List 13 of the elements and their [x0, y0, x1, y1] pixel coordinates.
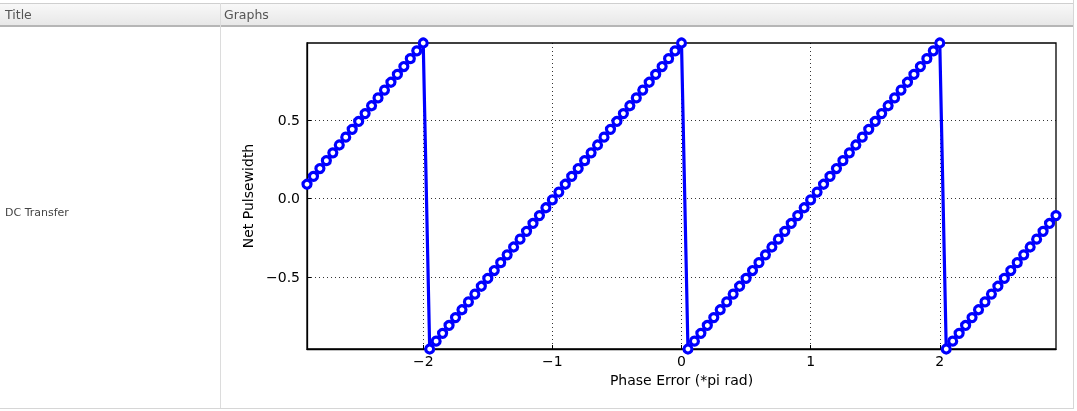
x-tick-label: 0 — [677, 353, 686, 369]
x-tick-label: −1 — [542, 353, 563, 369]
x-axis-title: Phase Error (*pi rad) — [609, 372, 754, 388]
x-tick-label: 1 — [806, 353, 816, 369]
y-tick-label: 0.0 — [277, 190, 300, 207]
x-tick-label: −2 — [412, 353, 434, 369]
y-tick-label: −0.5 — [266, 268, 300, 285]
y-tick-label: 0.5 — [277, 111, 300, 128]
text: Graphs — [224, 6, 269, 24]
text: Title — [5, 6, 32, 24]
x-tick-label: 2 — [935, 353, 945, 369]
y-axis-title: Net Pulsewidth — [240, 143, 257, 249]
text: DC Transfer — [5, 206, 69, 219]
